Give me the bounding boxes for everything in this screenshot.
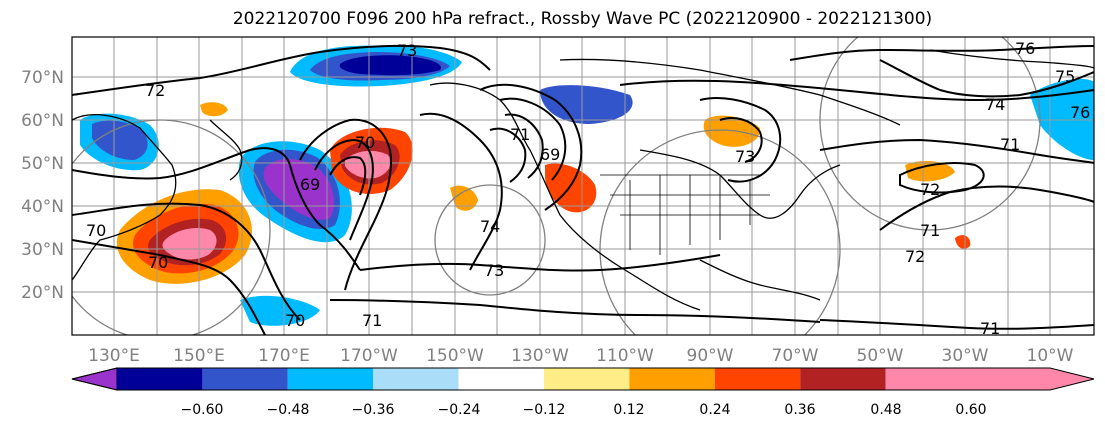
contour-label: 74 [480, 217, 500, 236]
contour-label: 71 [362, 311, 382, 330]
positive-anomaly-region [450, 185, 478, 211]
colorbar-outline [71, 367, 1095, 391]
lon-label: 170°E [258, 346, 310, 366]
lon-label: 150°E [173, 346, 225, 366]
colorbar: −0.60 −0.48 −0.36 −0.24 −0.12 0.12 0.24 … [71, 367, 1095, 418]
colorbar-tick-label: −0.60 [181, 402, 224, 418]
contour-label: 72 [905, 247, 925, 266]
colorbar-tick-label: 0.24 [699, 402, 730, 418]
contour-label: 70 [355, 133, 375, 152]
contour-label: 70 [148, 253, 168, 272]
map-frame-group: 73 72 70 70 71 69 70 74 73 71 76 75 74 7… [71, 36, 1095, 338]
contour-label: 71 [510, 125, 530, 144]
lon-label: 130°W [511, 346, 569, 366]
contour-label: 72 [145, 81, 165, 100]
colorbar-tick-label: −0.48 [267, 402, 310, 418]
colorbar-segment [544, 368, 630, 390]
colorbar-segment [629, 368, 715, 390]
negative-anomaly-region [540, 85, 633, 124]
wave-packet-circles [72, 37, 1041, 335]
contour-labels: 73 72 70 70 71 69 70 74 73 71 76 75 74 7… [86, 39, 1090, 338]
colorbar-segment [202, 368, 288, 390]
lat-label: 40°N [21, 197, 64, 217]
contour-label: 76 [1015, 39, 1035, 58]
negative-anomaly-region [339, 55, 441, 76]
lat-label: 20°N [21, 283, 64, 303]
colorbar-segment [373, 368, 459, 390]
colorbar-segment [287, 368, 374, 390]
colorbar-tick-label: −0.36 [352, 402, 395, 418]
contour-label: 69 [540, 145, 560, 164]
colorbar-tick-label: −0.12 [523, 402, 566, 418]
lat-label: 30°N [21, 240, 64, 260]
contour-label: 70 [86, 221, 106, 240]
map-content: 73 72 70 70 71 69 70 74 73 71 76 75 74 7… [72, 37, 1094, 338]
latitude-axis: 70°N 60°N 50°N 40°N 30°N 20°N [21, 68, 64, 303]
colorbar-segment [800, 368, 886, 390]
colorbar-extend-low [71, 367, 118, 391]
contour-label: 73 [735, 147, 755, 166]
negative-anomaly-region [92, 120, 148, 160]
colorbar-tick-label: −0.24 [438, 402, 481, 418]
colorbar-segment [117, 368, 203, 390]
contour-label: 71 [1000, 135, 1020, 154]
lon-label: 70°W [772, 346, 819, 366]
lon-label: 50°W [857, 346, 904, 366]
negative-anomaly-region [240, 295, 320, 326]
contour-label: 72 [920, 180, 940, 199]
colorbar-extend-high [885, 368, 1094, 390]
height-contours [72, 44, 1094, 335]
positive-anomaly-region [703, 115, 761, 147]
lon-label: 150°W [426, 346, 484, 366]
map-title: 2022120700 F096 200 hPa refract., Rossby… [232, 9, 933, 29]
map-border [71, 36, 1095, 336]
lon-label: 10°W [1027, 346, 1074, 366]
lat-label: 70°N [21, 68, 64, 88]
contour-label: 75 [1055, 67, 1075, 86]
negative-anomaly-region [1030, 78, 1094, 160]
lon-label: 130°E [88, 346, 140, 366]
contour-label: 71 [980, 319, 1000, 338]
contour-label: 74 [985, 95, 1005, 114]
lon-label: 170°W [340, 346, 398, 366]
colorbar-tick-label: 0.36 [784, 402, 815, 418]
contour-label: 70 [285, 311, 305, 330]
lat-label: 50°N [21, 154, 64, 174]
lon-label: 110°W [596, 346, 654, 366]
positive-anomaly-region [200, 102, 228, 117]
grid-lines [72, 37, 1094, 335]
state-borders [600, 174, 770, 255]
colorbar-segment [458, 368, 544, 390]
colorbar-ticks: −0.60 −0.48 −0.36 −0.24 −0.12 0.12 0.24 … [181, 402, 987, 418]
colorbar-tick-label: 0.12 [613, 402, 644, 418]
colorbar-segment [714, 368, 801, 390]
positive-anomaly-region [162, 228, 217, 260]
lat-label: 60°N [21, 111, 64, 131]
contour-label: 73 [484, 261, 504, 280]
lon-label: 30°W [942, 346, 989, 366]
colorbar-tick-label: 0.48 [870, 402, 901, 418]
positive-anomaly-region [905, 160, 955, 182]
colorbar-tick-label: 0.60 [955, 402, 986, 418]
contour-label: 71 [920, 221, 940, 240]
contour-label: 73 [397, 41, 417, 60]
contour-label: 76 [1070, 103, 1090, 122]
lon-label: 90°W [687, 346, 734, 366]
longitude-axis: 130°E 150°E 170°E 170°W 150°W 130°W 110°… [88, 346, 1074, 366]
contour-label: 69 [300, 175, 320, 194]
positive-anomaly-region [955, 235, 971, 249]
